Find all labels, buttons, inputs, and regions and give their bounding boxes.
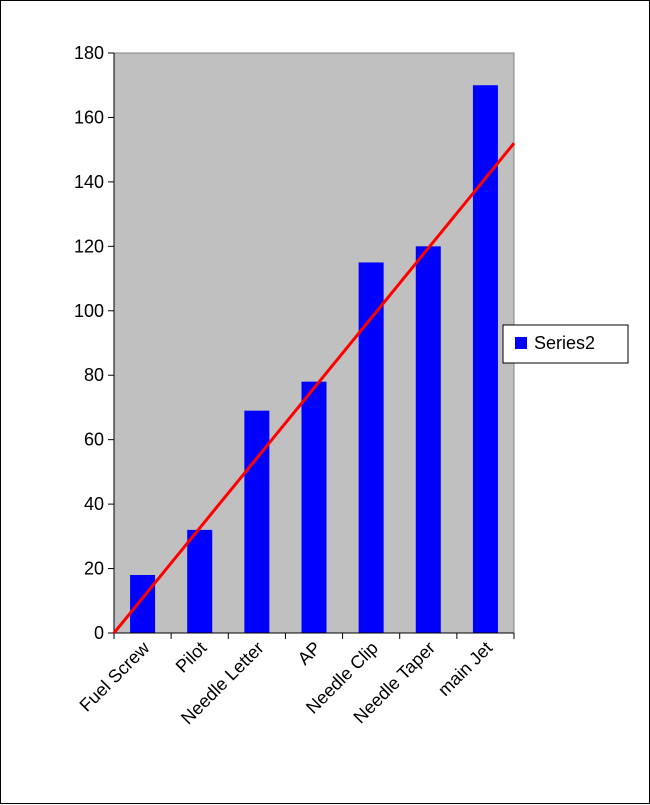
legend: Series2 [502, 324, 629, 364]
bar-needle-taper [415, 246, 441, 634]
bar-needle-clip [358, 262, 384, 633]
legend-swatch [515, 337, 527, 349]
x-tick-label: AP [294, 638, 325, 669]
bar-needle-letter [244, 410, 270, 633]
y-tick-label: 0 [94, 623, 104, 643]
y-tick-label: 100 [74, 301, 104, 321]
bar-pilot [187, 529, 213, 633]
y-tick-label: 140 [74, 172, 104, 192]
legend-label-series2: Series2 [534, 333, 595, 353]
y-tick-label: 60 [84, 430, 104, 450]
bar-ap [301, 381, 327, 633]
y-tick-label: 20 [84, 559, 104, 579]
y-tick-label: 160 [74, 107, 104, 127]
y-tick-label: 40 [84, 494, 104, 514]
y-tick-label: 180 [74, 43, 104, 63]
x-tick-label: main Jet [434, 638, 496, 700]
trendline [112, 142, 516, 634]
bar-fuel-screw [130, 575, 156, 633]
y-tick-label: 80 [84, 365, 104, 385]
y-tick-label: 120 [74, 236, 104, 256]
x-tick-label: Fuel Screw [76, 637, 155, 716]
x-tick-label: Pilot [172, 638, 211, 677]
